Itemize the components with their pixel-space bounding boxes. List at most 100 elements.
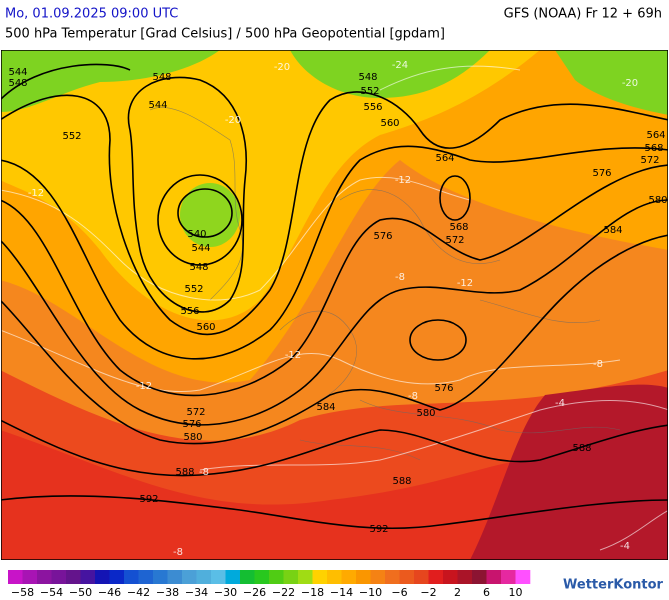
header-subtitle: 500 hPa Temperatur [Grad Celsius] / 500 … [5, 27, 445, 42]
contour-label: 556 [363, 102, 382, 113]
temperature-label: -20 [225, 115, 241, 126]
colorbar-label: 6 [483, 586, 490, 599]
contour [157, 174, 243, 266]
temperature-label: -20 [274, 62, 290, 73]
colorbar-label: −50 [69, 586, 92, 599]
contour-label: 592 [369, 524, 388, 535]
contour [1, 199, 668, 426]
colorbar-swatch [80, 570, 96, 584]
colorbar-label: −6 [391, 586, 407, 599]
colorbar-swatch [298, 570, 313, 584]
colorbar-swatch [37, 570, 52, 584]
contour [1, 63, 668, 336]
contour [1, 495, 668, 530]
contour-label: 552 [184, 284, 203, 295]
temperature-label: -12 [457, 278, 473, 289]
map-labels: 5445485485445525405445485525565605485525… [8, 60, 667, 558]
contour [439, 175, 471, 221]
contour-label: 576 [373, 231, 392, 242]
contour-label: 588 [572, 443, 591, 454]
colorbar-swatch [457, 570, 473, 584]
field-green [290, 50, 490, 98]
colorbar-label: −42 [127, 586, 150, 599]
temperature-label: -4 [620, 541, 630, 552]
contour-label: 552 [62, 131, 81, 142]
colorbar-label: −46 [98, 586, 121, 599]
contour [1, 234, 668, 445]
temperature-label: -8 [199, 467, 209, 478]
contour-label: 584 [316, 402, 335, 413]
contour-label: 568 [644, 143, 663, 154]
colorbar-swatch [399, 570, 415, 584]
colorbar-swatch [515, 570, 531, 584]
contour-label: 584 [603, 225, 622, 236]
colorbar-swatch [428, 570, 444, 584]
logo: WetterKontor [563, 578, 664, 593]
contour-label: 544 [148, 100, 167, 111]
contour-label: 592 [139, 494, 158, 505]
contour [409, 319, 467, 361]
header-model: GFS (NOAA) Fr 12 + 69h [504, 7, 662, 22]
temperature-label: -8 [173, 547, 183, 558]
contour [177, 188, 233, 238]
contour-label: 548 [189, 262, 208, 273]
colorbar-swatch [196, 570, 212, 584]
colorbar-swatch [240, 570, 255, 584]
colorbar-label: −22 [272, 586, 295, 599]
colorbar-swatch [385, 570, 400, 584]
colorbar-label: 2 [454, 586, 461, 599]
colorbar: −58 −54 −50 −46 −42 −38 −34 −30 −26 −22 −18 −14 −10−… [8, 570, 531, 599]
colorbar-swatch [370, 570, 386, 584]
colorbar-swatch [138, 570, 154, 584]
temperature-label: -12 [136, 381, 152, 392]
colorbar-swatch [486, 570, 502, 584]
temperature-label: -20 [622, 78, 638, 89]
colorbar-label: −2 [420, 586, 436, 599]
colorbar-swatch [66, 570, 81, 584]
header-datetime: Mo, 01.09.2025 09:00 UTC [5, 7, 178, 22]
contour [1, 145, 668, 360]
colorbar-swatch [225, 570, 241, 584]
temperature-label: -12 [28, 188, 44, 199]
colorbar-label: −54 [40, 586, 63, 599]
contour-label: 572 [445, 235, 464, 246]
colorbar-swatch [501, 570, 516, 584]
temperature-label: -8 [395, 272, 405, 283]
colorbar-label: −18 [301, 586, 324, 599]
colorbar-swatch [95, 570, 110, 584]
temperature-label: -8 [408, 391, 418, 402]
contour [1, 164, 668, 397]
colorbar-label: −26 [243, 586, 266, 599]
contour-label: 564 [435, 153, 454, 164]
contour-label: 572 [640, 155, 659, 166]
contour-label: 560 [380, 118, 399, 129]
contour-label: 580 [648, 195, 667, 206]
colorbar-label: −10 [359, 586, 382, 599]
contour-label: 568 [449, 222, 468, 233]
colorbar-swatch [283, 570, 299, 584]
contour-label: 548 [152, 72, 171, 83]
contour-label: 576 [434, 383, 453, 394]
colorbar-swatch [8, 570, 23, 584]
colorbar-swatch [312, 570, 328, 584]
coastline [149, 107, 621, 461]
contour-label: 556 [180, 306, 199, 317]
colorbar-swatch [182, 570, 197, 584]
map [1, 50, 668, 560]
contour-label: 572 [186, 407, 205, 418]
colorbar-swatch [327, 570, 342, 584]
temperature-label: -8 [593, 359, 603, 370]
contour-label: 540 [187, 229, 206, 240]
field-yellow [1, 50, 540, 321]
colorbar-swatch [254, 570, 270, 584]
contour-label: 576 [592, 168, 611, 179]
colorbar-swatch [472, 570, 487, 584]
contour-label: 580 [183, 432, 202, 443]
colorbar-label: −30 [214, 586, 237, 599]
contour-label: 580 [416, 408, 435, 419]
colorbar-swatch [51, 570, 67, 584]
colorbar-swatch [356, 570, 371, 584]
colorbar-label: −38 [156, 586, 179, 599]
contour-label: 552 [360, 86, 379, 97]
contour-label: 548 [8, 78, 27, 89]
